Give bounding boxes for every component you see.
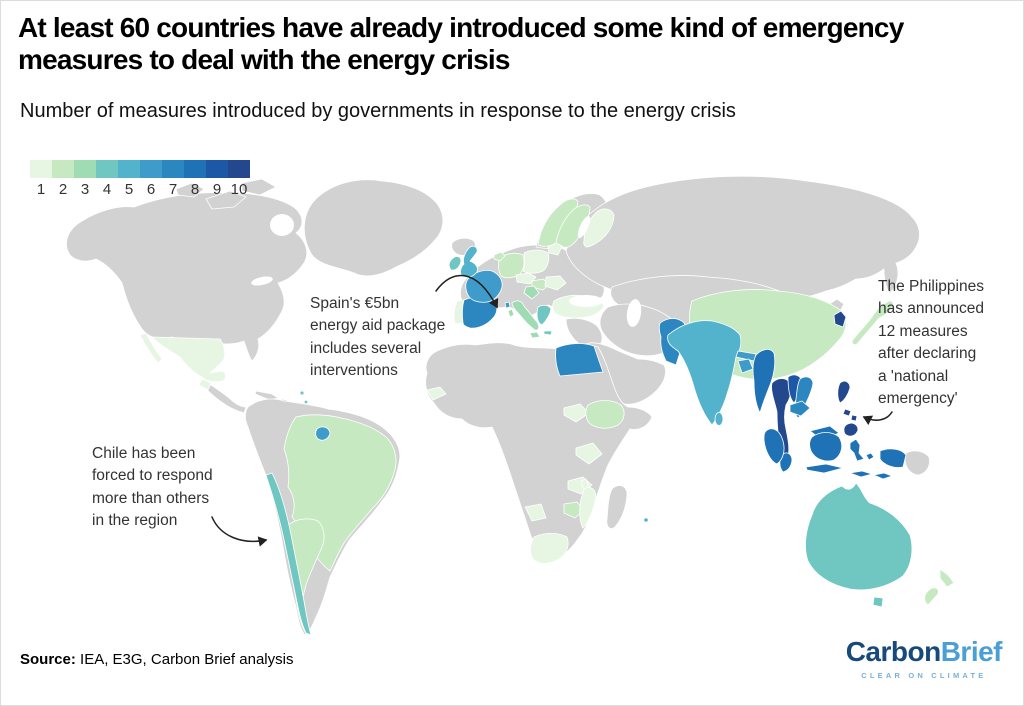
carbonbrief-logo: CarbonBrief CLEAR ON CLIMATE [845,636,1003,680]
landmass-north-america [66,192,308,362]
logo-brief: Brief [940,636,1003,667]
legend-item: 10 [228,160,250,198]
country-south-sudan [563,403,590,423]
country-south-africa [530,532,569,564]
country-mauritius [643,517,649,523]
source-label: Source: [20,651,76,668]
legend-swatch [52,160,74,178]
country-caribbean-island [299,390,305,396]
legend-item: 3 [74,160,96,198]
legend-swatch [30,160,52,178]
legend-item: 8 [184,160,206,198]
source-note: Source: IEA, E3G, Carbon Brief analysis [20,651,293,668]
source-text: IEA, E3G, Carbon Brief analysis [75,651,294,668]
legend-label: 3 [80,181,90,198]
great-lakes [251,276,273,286]
legend-swatch [118,160,140,178]
country-south-korea [833,310,847,328]
legend-item: 5 [118,160,140,198]
country-united-kingdom [460,245,478,278]
annotation-arrow-philippines [862,411,893,426]
country-baltic-states [547,242,563,256]
legend-label: 5 [124,181,134,198]
legend-swatch [162,160,184,178]
hudson-bay [270,214,294,236]
logo-wordmark: CarbonBrief [845,636,1003,668]
legend-item: 9 [206,160,228,198]
country-australia [805,482,913,608]
country-tanzania [575,442,603,465]
country-namibia [524,503,547,522]
legend-label: 8 [190,181,200,198]
country-sri-lanka [714,412,724,426]
country-egypt [555,343,604,377]
country-new-zealand [924,568,955,606]
country-india [667,320,742,426]
annotation-arrow-chile [211,516,268,547]
country-japan [851,300,894,346]
page-subtitle: Number of measures introduced by governm… [20,100,736,122]
legend-swatch [96,160,118,178]
landmass-central-america [201,380,247,414]
country-finland [583,208,615,248]
legend-swatch [184,160,206,178]
legend-swatch [140,160,162,178]
country-chile [265,472,312,636]
legend-label: 7 [168,181,178,198]
country-philippines [837,380,859,437]
country-mozambique [579,487,597,529]
country-cambodia [789,400,811,417]
country-guatemala [198,378,212,391]
country-netherlands [493,251,506,262]
annotation-arrow-spain [435,274,499,309]
legend-label: 10 [230,181,248,198]
legend-item: 2 [52,160,74,198]
country-croatia [523,285,540,300]
annotation-spain: Spain's €5bn energy aid package includes… [310,295,446,380]
country-italy [507,300,541,339]
legend-label: 2 [58,181,68,198]
landmass-greenland [303,179,444,277]
country-romania [544,275,567,291]
legend-label: 4 [102,181,112,198]
annotation-arrows [211,274,893,547]
annotation-chile: Chile has been forced to respond more th… [92,445,213,530]
legend-label: 6 [146,181,156,198]
legend-item: 1 [30,160,52,198]
country-mexico [139,332,227,383]
annotation-philippines: The Philippines has announced 12 measure… [878,278,985,408]
black-sea [569,295,603,307]
country-senegal [426,386,447,401]
legend-swatch [206,160,228,178]
world-map [66,175,955,636]
legend-label: 9 [212,181,222,198]
gulf-of-bothnia [577,215,591,239]
country-poland [522,249,550,274]
color-scale-legend: 1 2 3 4 5 6 7 8 9 10 [30,160,250,198]
legend-item: 7 [162,160,184,198]
country-suriname [315,426,331,441]
country-myanmar [752,349,776,414]
landmass-madagascar [606,485,628,529]
country-caribbean-island [303,399,309,405]
logo-tagline: CLEAR ON CLIMATE [861,670,987,680]
caspian-sea [626,299,642,327]
legend-swatch [228,160,250,178]
country-greece [536,304,553,336]
country-indonesia [763,428,907,480]
legend-item: 4 [96,160,118,198]
country-france [465,270,511,309]
country-argentina [286,518,325,634]
logo-carbon: Carbon [845,636,942,667]
country-ethiopia [585,400,625,429]
page-title: At least 60 countries have already intro… [18,12,904,76]
landmass-arctic-islands [175,178,277,210]
legend-item: 6 [140,160,162,198]
legend-swatch [74,160,96,178]
landmass-papua-new-guinea [904,450,930,476]
country-ireland [448,256,462,271]
legend-label: 1 [36,181,46,198]
